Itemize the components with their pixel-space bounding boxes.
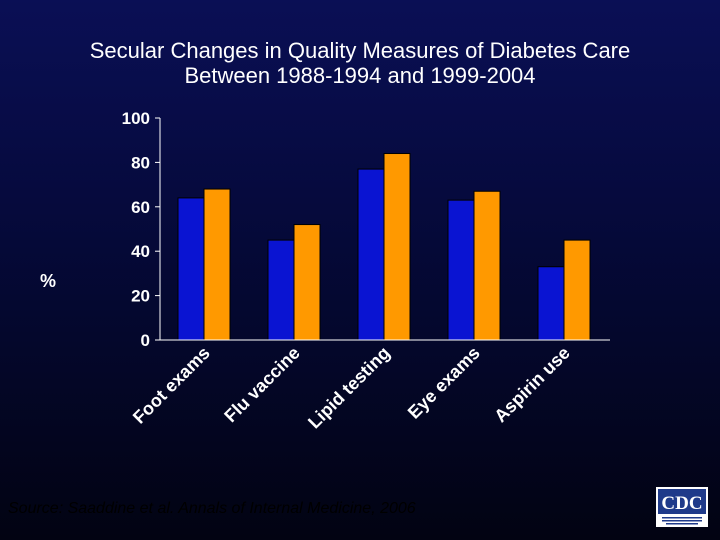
bars-group — [177, 153, 591, 341]
bar-1-lipid-testing — [357, 168, 385, 341]
y-axis-label: % — [40, 271, 56, 291]
x-tick-label: Aspirin use — [490, 343, 573, 426]
y-tick-label: 0 — [141, 331, 150, 350]
source-note: Source: Saaddine et al. Annals of Intern… — [8, 500, 416, 517]
x-tick-label: Foot exams — [129, 343, 214, 428]
bar-2-flu-vaccine — [293, 224, 321, 341]
bar-1-aspirin-use — [537, 266, 565, 341]
y-tick-label: 40 — [131, 242, 150, 261]
cdc-logo-text: CDC — [661, 493, 702, 514]
bar-2-lipid-testing — [383, 153, 411, 341]
y-tick-label: 80 — [131, 153, 150, 172]
bar-1-foot-exams — [177, 197, 205, 341]
y-tick-label: 60 — [131, 198, 150, 217]
chart-title-line-2: Between 1988-1994 and 1999-2004 — [184, 63, 536, 88]
bar-1-flu-vaccine — [267, 239, 295, 341]
axes-group — [155, 117, 610, 341]
bar-1-eye-exams — [447, 199, 475, 341]
x-tick-label: Eye exams — [404, 343, 484, 423]
bar-2-aspirin-use — [563, 239, 591, 341]
x-tick-label: Flu vaccine — [220, 343, 303, 426]
chart-title: Secular Changes in Quality Measures of D… — [0, 38, 720, 88]
bar-2-eye-exams — [473, 190, 501, 341]
y-tick-label: 20 — [131, 287, 150, 306]
cdc-logo-icon: CDC — [656, 487, 708, 527]
chart-title-line-1: Secular Changes in Quality Measures of D… — [89, 38, 631, 63]
bar-2-foot-exams — [203, 188, 231, 341]
x-tick-label: Lipid testing — [304, 343, 394, 433]
y-tick-label: 100 — [122, 109, 150, 128]
